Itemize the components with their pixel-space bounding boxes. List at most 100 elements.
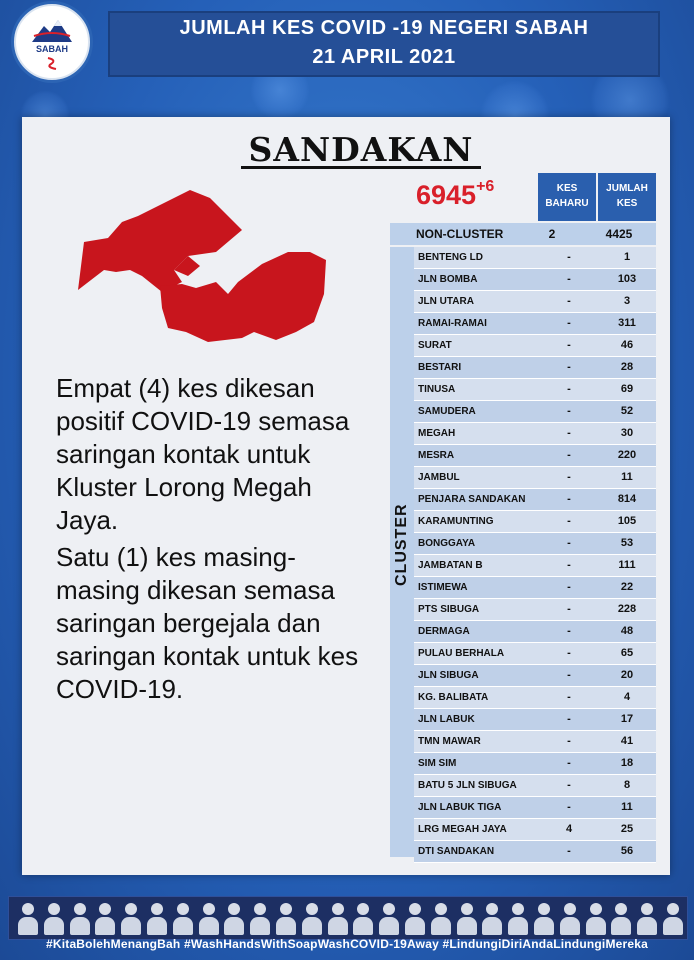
- logo-label: SABAH: [35, 44, 68, 54]
- table-row: TMN MAWAR - 41: [414, 731, 656, 753]
- person-icon: [43, 901, 65, 935]
- person-icon: [610, 901, 632, 935]
- table-row: BATU 5 JLN SIBUGA - 8: [414, 775, 656, 797]
- table-row: JAMBUL - 11: [414, 467, 656, 489]
- cluster-baharu: -: [567, 559, 571, 571]
- hashtag-footer: #KitaBolehMenangBah #WashHandsWithSoapWa…: [45, 937, 649, 951]
- cluster-name: PTS SIBUGA: [418, 604, 480, 615]
- cluster-name: RAMAI-RAMAI: [418, 318, 487, 329]
- noncluster-name: NON-CLUSTER: [416, 227, 504, 241]
- header-date: 21 APRIL 2021: [312, 46, 456, 68]
- table-row: PTS SIBUGA - 228: [414, 599, 656, 621]
- cluster-baharu: -: [567, 361, 571, 373]
- column-header-kes-baharu: KES BAHARU: [538, 173, 596, 221]
- person-icon: [94, 901, 116, 935]
- cluster-label-column: CLUSTER: [390, 247, 414, 857]
- cluster-jumlah: 53: [620, 537, 634, 549]
- cluster-baharu: -: [567, 581, 571, 593]
- cluster-name: PENJARA SANDAKAN: [418, 494, 526, 505]
- table-row: ISTIMEWA - 22: [414, 577, 656, 599]
- table-row: BESTARI - 28: [414, 357, 656, 379]
- cluster-name: SAMUDERA: [418, 406, 476, 417]
- cluster-name: LRG MEGAH JAYA: [418, 824, 507, 835]
- mountain-icon: [32, 20, 72, 42]
- description-paragraph-2: Satu (1) kes masing-masing dikesan semas…: [56, 542, 359, 704]
- sabah-logo: SABAH: [14, 4, 90, 80]
- person-icon: [585, 901, 607, 935]
- table-row: JLN LABUK - 17: [414, 709, 656, 731]
- table-row: BENTENG LD - 1: [414, 247, 656, 269]
- noncluster-jumlah: 4425: [605, 227, 633, 241]
- cluster-baharu: -: [567, 515, 571, 527]
- cluster-name: BENTENG LD: [418, 252, 483, 263]
- cluster-baharu: -: [567, 779, 571, 791]
- person-icon: [275, 901, 297, 935]
- cluster-name: JLN BOMBA: [418, 274, 478, 285]
- person-icon: [559, 901, 581, 935]
- column-header-line: KES: [616, 198, 638, 209]
- table-row: RAMAI-RAMAI - 311: [414, 313, 656, 335]
- cluster-baharu: -: [567, 251, 571, 263]
- table-row: BONGGAYA - 53: [414, 533, 656, 555]
- cluster-baharu: -: [567, 405, 571, 417]
- cluster-name: KG. BALIBATA: [418, 692, 489, 703]
- cluster-jumlah: 814: [617, 493, 637, 505]
- cluster-jumlah: 28: [620, 361, 634, 373]
- cluster-name: PULAU BERHALA: [418, 648, 505, 659]
- cluster-name: JLN LABUK TIGA: [418, 802, 502, 813]
- cluster-name: BESTARI: [418, 362, 462, 373]
- person-icon: [430, 901, 452, 935]
- table-row: KG. BALIBATA - 4: [414, 687, 656, 709]
- total-value: 6945: [416, 180, 477, 210]
- cluster-jumlah: 65: [620, 647, 634, 659]
- cluster-name: SURAT: [418, 340, 452, 351]
- description-paragraph-1: Empat (4) kes dikesan positif COVID-19 s…: [56, 373, 350, 535]
- cluster-jumlah: 1: [623, 251, 631, 263]
- cluster-baharu: -: [567, 735, 571, 747]
- cluster-name: JLN SIBUGA: [418, 670, 479, 681]
- noncluster-row: NON-CLUSTER 2 4425: [390, 223, 656, 245]
- cluster-baharu: -: [567, 669, 571, 681]
- person-icon: [146, 901, 168, 935]
- cluster-jumlah: 41: [620, 735, 634, 747]
- noncluster-baharu: 2: [548, 227, 556, 241]
- table-row: DERMAGA - 48: [414, 621, 656, 643]
- table-row: JLN UTARA - 3: [414, 291, 656, 313]
- cluster-name: TMN MAWAR: [418, 736, 481, 747]
- cluster-jumlah: 311: [618, 317, 636, 329]
- person-icon: [301, 901, 323, 935]
- column-header-line: JUMLAH: [606, 183, 648, 194]
- table-row: SIM SIM - 18: [414, 753, 656, 775]
- person-icon: [223, 901, 245, 935]
- cluster-baharu: -: [567, 647, 571, 659]
- cluster-jumlah: 17: [620, 713, 634, 725]
- table-row: LRG MEGAH JAYA 4 25: [414, 819, 656, 841]
- cluster-baharu: -: [567, 295, 571, 307]
- cluster-baharu: -: [567, 273, 571, 285]
- column-header-line: KES: [556, 183, 578, 194]
- cluster-jumlah: 18: [620, 757, 634, 769]
- cluster-name: ISTIMEWA: [418, 582, 468, 593]
- table-row: SURAT - 46: [414, 335, 656, 357]
- cluster-baharu: -: [567, 317, 571, 329]
- cluster-jumlah: 11: [621, 801, 633, 813]
- cluster-baharu: -: [567, 493, 571, 505]
- person-icon: [456, 901, 478, 935]
- cluster-jumlah: 48: [620, 625, 634, 637]
- person-icon: [249, 901, 271, 935]
- person-icon: [533, 901, 555, 935]
- cluster-jumlah: 56: [620, 845, 634, 857]
- cluster-jumlah: 20: [620, 669, 634, 681]
- cluster-jumlah: 105: [617, 515, 637, 527]
- cluster-name: BONGGAYA: [418, 538, 476, 549]
- footer-illustration: [8, 896, 688, 940]
- cluster-name: KARAMUNTING: [418, 516, 494, 527]
- cluster-jumlah: 11: [621, 471, 633, 483]
- person-icon: [507, 901, 529, 935]
- cluster-name: DTI SANDAKAN: [418, 846, 495, 857]
- table-row: JLN LABUK TIGA - 11: [414, 797, 656, 819]
- table-row: PENJARA SANDAKAN - 814: [414, 489, 656, 511]
- table-row: MEGAH - 30: [414, 423, 656, 445]
- header-title: JUMLAH KES COVID -19 NEGERI SABAH: [179, 17, 589, 39]
- cluster-name: TINUSA: [418, 384, 456, 395]
